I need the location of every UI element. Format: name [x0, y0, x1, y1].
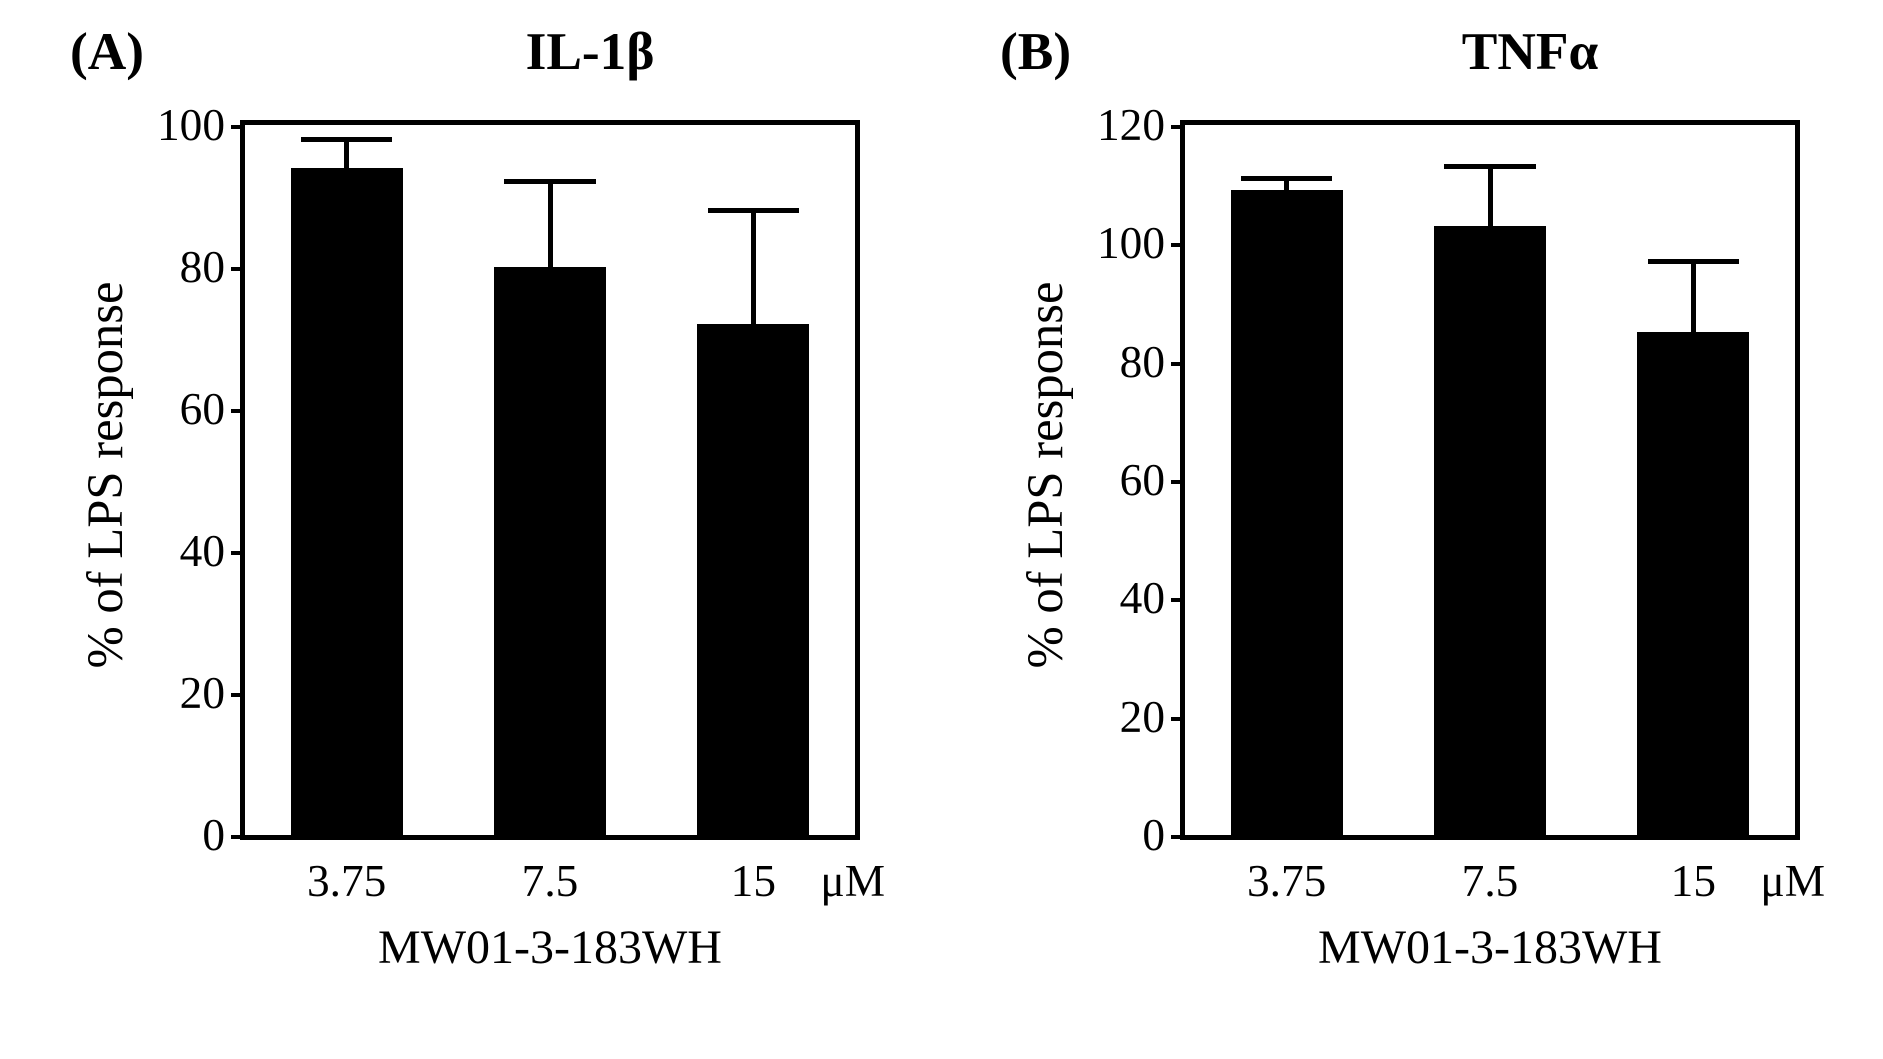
panel-a-title: IL-1β	[390, 20, 790, 82]
panel-b-ylabel: % of LPS response	[1016, 282, 1074, 669]
bar	[494, 267, 606, 835]
panel-a-plot: 0204060801003.757.515μMMW01-3-183WH % of…	[240, 120, 860, 840]
bar	[1637, 332, 1749, 835]
x-unit-label: μM	[1760, 855, 1825, 907]
x-category-label: 3.75	[307, 855, 386, 907]
y-tick-mark	[231, 125, 245, 129]
y-tick-mark	[1171, 125, 1185, 129]
bar	[291, 168, 403, 835]
error-cap	[1648, 259, 1740, 264]
error-cap	[1444, 164, 1536, 169]
y-tick-mark	[231, 693, 245, 697]
error-cap	[708, 208, 800, 213]
bar	[1231, 190, 1343, 835]
error-cap	[1241, 176, 1333, 181]
x-category-label: 15	[1671, 855, 1716, 907]
panel-a-inner: 0204060801003.757.515μMMW01-3-183WH	[245, 125, 855, 835]
error-stem	[1488, 166, 1493, 225]
y-tick-mark	[231, 835, 245, 839]
panel-b-title: TNFα	[1330, 20, 1730, 82]
figure: (A) IL-1β 0204060801003.757.515μMMW01-3-…	[0, 0, 1883, 1059]
panel-b-inner: 0204060801001203.757.515μMMW01-3-183WH	[1185, 125, 1795, 835]
error-stem	[548, 182, 553, 267]
error-stem	[344, 139, 349, 167]
y-tick-mark	[1171, 243, 1185, 247]
x-category-label: 7.5	[1462, 855, 1519, 907]
error-stem	[751, 210, 756, 324]
y-tick-mark	[1171, 717, 1185, 721]
y-tick-mark	[231, 267, 245, 271]
y-tick-mark	[1171, 362, 1185, 366]
x-unit-label: μM	[820, 855, 885, 907]
y-tick-mark	[1171, 598, 1185, 602]
y-tick-mark	[231, 409, 245, 413]
error-stem	[1691, 261, 1696, 332]
panel-a-label: (A)	[70, 20, 144, 82]
x-axis-label: MW01-3-183WH	[1318, 920, 1662, 975]
error-cap	[504, 179, 596, 184]
bar	[1434, 226, 1546, 835]
y-tick-mark	[1171, 835, 1185, 839]
panel-a-ylabel: % of LPS response	[76, 282, 134, 669]
x-category-label: 3.75	[1247, 855, 1326, 907]
y-tick-mark	[231, 551, 245, 555]
error-cap	[301, 137, 393, 142]
x-category-label: 15	[731, 855, 776, 907]
panel-b-plot: 0204060801001203.757.515μMMW01-3-183WH %…	[1180, 120, 1800, 840]
x-category-label: 7.5	[522, 855, 579, 907]
y-tick-mark	[1171, 480, 1185, 484]
x-axis-label: MW01-3-183WH	[378, 920, 722, 975]
bar	[697, 324, 809, 835]
panel-b-label: (B)	[1000, 20, 1071, 82]
